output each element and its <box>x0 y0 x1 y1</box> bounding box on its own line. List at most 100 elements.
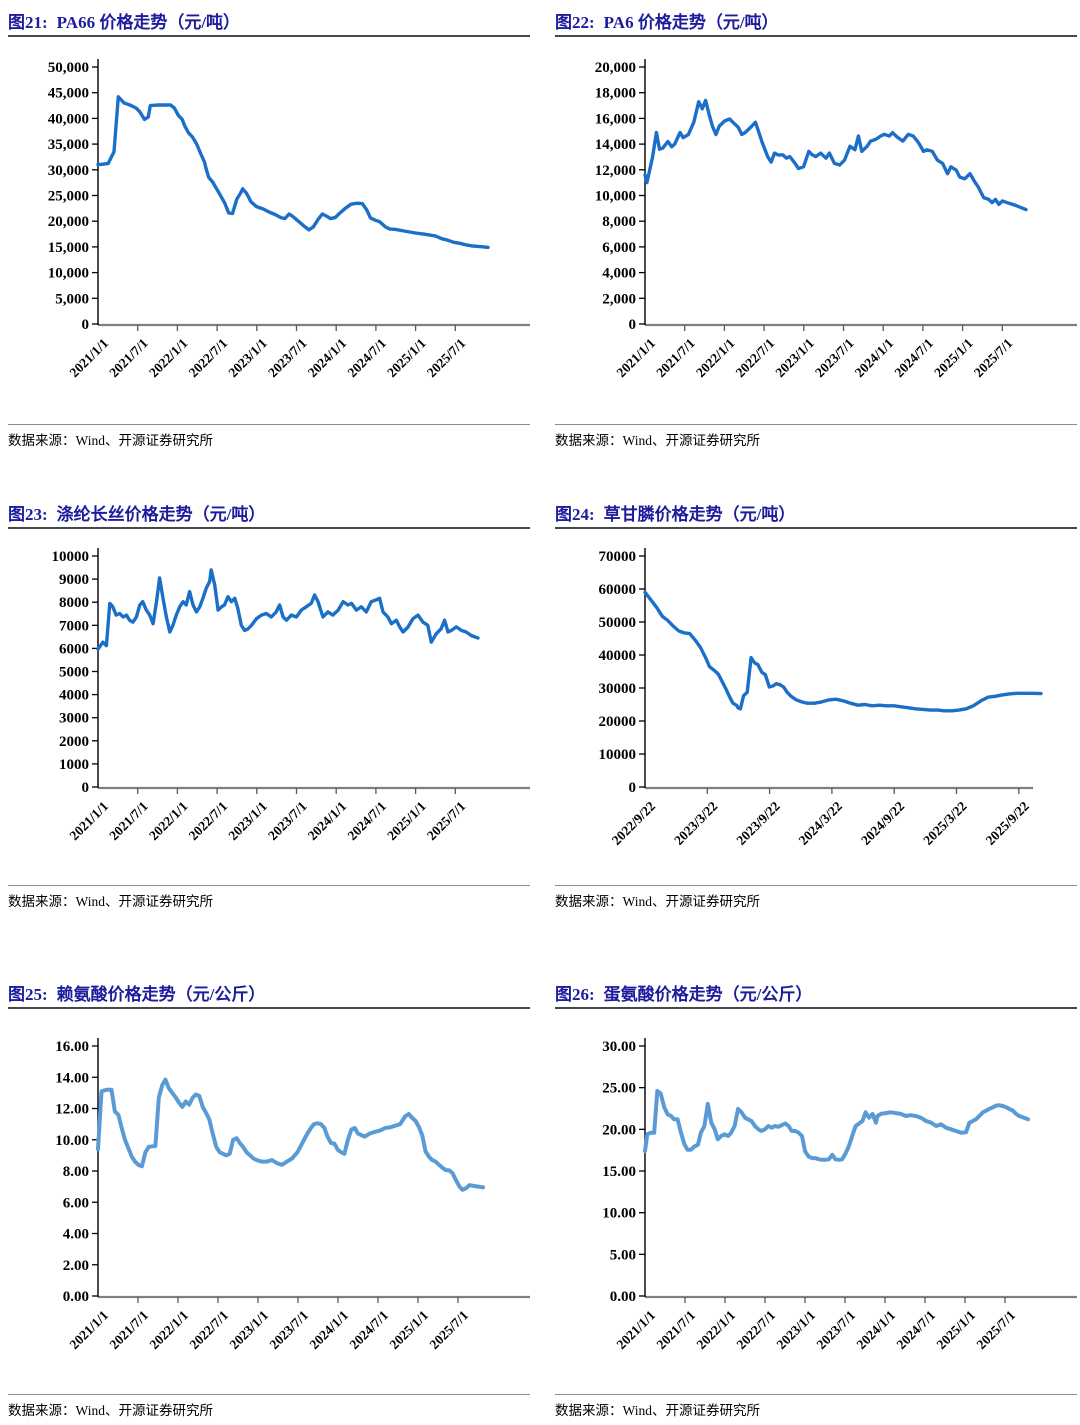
figure-title-text: 涤纶长丝价格走势（元/吨） <box>56 505 266 524</box>
svg-text:12,000: 12,000 <box>595 163 636 179</box>
chart-22-card: 图22: PA6 价格走势（元/吨） 0 2,000 4,000 6,000 8,000… <box>555 8 1080 456</box>
data-source-text: 数据来源：Wind、开源证券研究所 <box>555 894 760 909</box>
svg-text:20.00: 20.00 <box>602 1122 636 1138</box>
svg-text:2023/1/1: 2023/1/1 <box>227 1307 272 1352</box>
svg-text:15,000: 15,000 <box>48 240 89 256</box>
data-source-text: 数据来源：Wind、开源证券研究所 <box>8 433 213 448</box>
svg-text:18,000: 18,000 <box>595 86 636 102</box>
svg-text:2024/1/1: 2024/1/1 <box>852 335 897 380</box>
svg-text:2023/9/22: 2023/9/22 <box>733 798 782 847</box>
svg-text:2022/1/1: 2022/1/1 <box>147 1307 192 1352</box>
svg-text:25.00: 25.00 <box>602 1081 636 1097</box>
title-underline <box>8 1007 530 1009</box>
chart-22-plot: 0 2,000 4,000 6,000 8,000 10,000 12,000 14,000 1… <box>555 37 1080 420</box>
svg-text:2025/1/1: 2025/1/1 <box>384 798 429 843</box>
svg-text:40,000: 40,000 <box>48 111 89 127</box>
svg-text:1000: 1000 <box>59 757 89 773</box>
chart-24-title: 图24: 草甘膦价格走势（元/吨） <box>555 500 1077 524</box>
svg-text:2024/7/1: 2024/7/1 <box>347 1307 392 1352</box>
figure-number: 图21: <box>8 13 48 32</box>
svg-text:10.00: 10.00 <box>602 1206 636 1222</box>
svg-text:2021/1/1: 2021/1/1 <box>67 335 112 380</box>
svg-text:0.00: 0.00 <box>610 1289 636 1305</box>
data-source: 数据来源：Wind、开源证券研究所 <box>555 424 1077 449</box>
svg-text:2021/7/1: 2021/7/1 <box>653 335 698 380</box>
svg-text:2025/9/22: 2025/9/22 <box>983 798 1032 847</box>
svg-text:0.00: 0.00 <box>63 1289 89 1305</box>
svg-text:30000: 30000 <box>599 681 637 697</box>
svg-text:3000: 3000 <box>59 711 89 727</box>
chart-24-card: 图24: 草甘膦价格走势（元/吨） 0 10000 20000 30000 40000 5… <box>555 500 1077 912</box>
svg-text:0: 0 <box>629 780 637 796</box>
data-source: 数据来源：Wind、开源证券研究所 <box>555 885 1077 910</box>
data-source: 数据来源：Wind、开源证券研究所 <box>8 424 530 449</box>
svg-text:8,000: 8,000 <box>602 214 636 230</box>
svg-text:2024/1/1: 2024/1/1 <box>854 1307 899 1352</box>
svg-text:2022/1/1: 2022/1/1 <box>693 335 738 380</box>
svg-text:20,000: 20,000 <box>595 60 636 76</box>
svg-text:2022/7/1: 2022/7/1 <box>187 1307 232 1352</box>
chart-21-title: 图21: PA66 价格走势（元/吨） <box>8 8 530 32</box>
title-underline <box>555 1007 1077 1009</box>
svg-text:30,000: 30,000 <box>48 163 89 179</box>
svg-text:20000: 20000 <box>599 714 637 730</box>
svg-text:0: 0 <box>82 780 90 796</box>
svg-text:2025/7/1: 2025/7/1 <box>974 1307 1019 1352</box>
svg-text:2023/3/22: 2023/3/22 <box>671 798 720 847</box>
svg-text:2023/7/1: 2023/7/1 <box>267 1307 312 1352</box>
svg-text:2023/7/1: 2023/7/1 <box>265 335 310 380</box>
svg-text:10000: 10000 <box>599 747 637 763</box>
chart-24-plot: 0 10000 20000 30000 40000 50000 60000 70000 2022… <box>555 529 1077 884</box>
chart-25-plot: 0.00 2.00 4.00 6.00 8.00 10.00 12.00 14.00 16.00… <box>8 1009 533 1394</box>
svg-text:40000: 40000 <box>599 648 637 664</box>
svg-text:2025/1/1: 2025/1/1 <box>387 1307 432 1352</box>
svg-text:25,000: 25,000 <box>48 189 89 205</box>
svg-text:14.00: 14.00 <box>55 1070 89 1086</box>
chart-21-card: 图21: PA66 价格走势（元/吨） 0 5,000 10,000 15,000 20… <box>8 8 533 456</box>
svg-text:2024/3/22: 2024/3/22 <box>796 798 845 847</box>
svg-text:30.00: 30.00 <box>602 1039 636 1055</box>
svg-text:2000: 2000 <box>59 734 89 750</box>
svg-text:45,000: 45,000 <box>48 86 89 102</box>
title-underline <box>8 527 530 529</box>
svg-text:6.00: 6.00 <box>63 1195 89 1211</box>
data-source: 数据来源：Wind、开源证券研究所 <box>8 885 530 910</box>
svg-text:4000: 4000 <box>59 688 89 704</box>
svg-text:2021/7/1: 2021/7/1 <box>654 1307 699 1352</box>
svg-text:70000: 70000 <box>599 549 637 565</box>
chart-23-plot: 0 1000 2000 3000 4000 5000 6000 7000 8000 9000 100… <box>8 529 533 884</box>
svg-text:5,000: 5,000 <box>55 291 89 307</box>
svg-text:2023/7/1: 2023/7/1 <box>812 335 857 380</box>
svg-text:2024/7/1: 2024/7/1 <box>344 798 389 843</box>
data-source-text: 数据来源：Wind、开源证券研究所 <box>555 433 760 448</box>
figure-title-text: 草甘膦价格走势（元/吨） <box>603 505 796 524</box>
svg-text:2022/7/1: 2022/7/1 <box>733 335 778 380</box>
svg-text:8000: 8000 <box>59 595 89 611</box>
figure-number: 图25: <box>8 985 48 1004</box>
figure-number: 图22: <box>555 13 595 32</box>
svg-text:2025/7/1: 2025/7/1 <box>427 1307 472 1352</box>
chart-25-title: 图25: 赖氨酸价格走势（元/公斤） <box>8 980 530 1004</box>
svg-text:2022/9/22: 2022/9/22 <box>609 798 658 847</box>
svg-text:10.00: 10.00 <box>55 1133 89 1149</box>
chart-26-title: 图26: 蛋氨酸价格走势（元/公斤） <box>555 980 1077 1004</box>
svg-text:2022/7/1: 2022/7/1 <box>186 798 231 843</box>
figure-title-text: 赖氨酸价格走势（元/公斤） <box>56 985 266 1004</box>
figure-number: 图24: <box>555 505 595 524</box>
svg-text:2022/7/1: 2022/7/1 <box>186 335 231 380</box>
svg-text:0: 0 <box>629 317 637 333</box>
svg-text:5.00: 5.00 <box>610 1247 636 1263</box>
svg-text:2025/7/1: 2025/7/1 <box>424 335 469 380</box>
svg-text:10,000: 10,000 <box>595 189 636 205</box>
figure-number: 图23: <box>8 505 48 524</box>
svg-text:2021/1/1: 2021/1/1 <box>67 1307 112 1352</box>
svg-text:8.00: 8.00 <box>63 1164 89 1180</box>
svg-text:50,000: 50,000 <box>48 60 89 76</box>
svg-text:2023/1/1: 2023/1/1 <box>225 798 270 843</box>
title-underline <box>8 35 530 37</box>
svg-text:2023/7/1: 2023/7/1 <box>814 1307 859 1352</box>
svg-text:6000: 6000 <box>59 641 89 657</box>
svg-text:12.00: 12.00 <box>55 1102 89 1118</box>
svg-text:5000: 5000 <box>59 665 89 681</box>
svg-text:2024/7/1: 2024/7/1 <box>344 335 389 380</box>
